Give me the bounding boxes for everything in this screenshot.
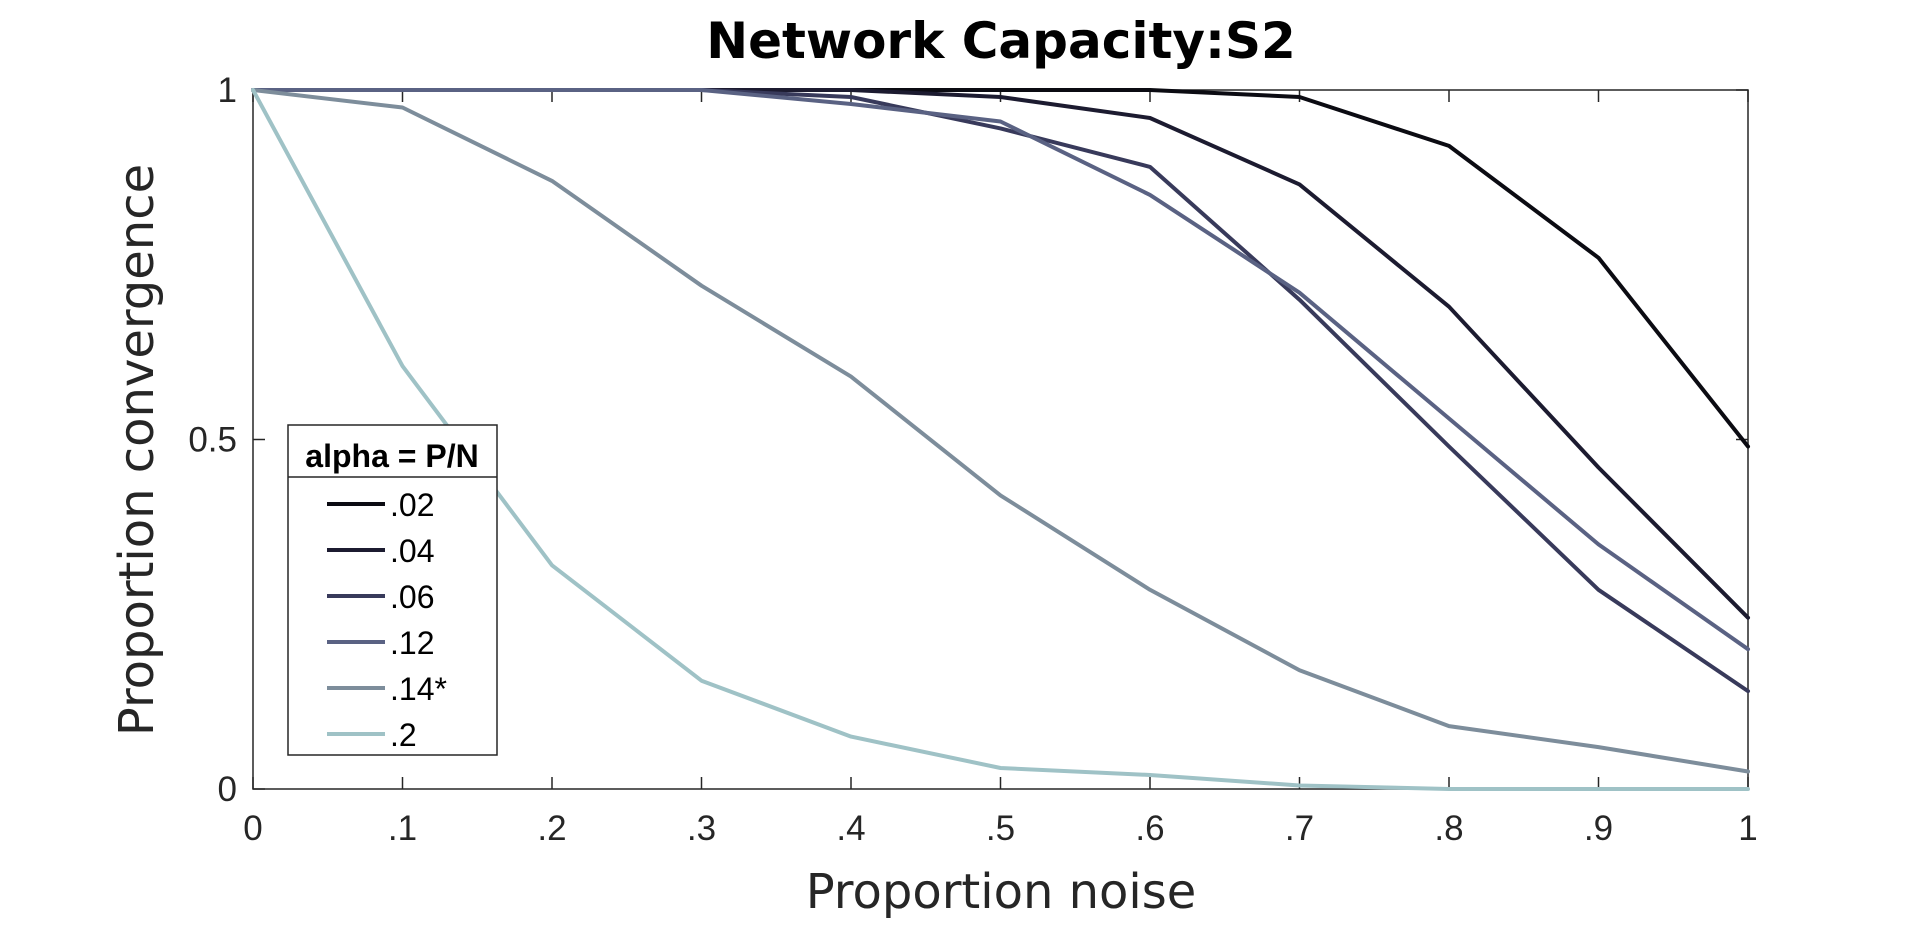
legend-title: alpha = P/N	[305, 438, 478, 474]
y-axis-label: Proportion convergence	[109, 164, 165, 736]
legend-label: .12	[390, 625, 434, 661]
x-tick-label: .2	[537, 809, 566, 848]
y-tick-label: 0	[218, 770, 237, 809]
x-tick-label: .6	[1135, 809, 1164, 848]
series-line-5	[251, 88, 1750, 791]
y-tick-label: 0.5	[188, 421, 237, 460]
legend-box	[287, 424, 498, 756]
x-tick-label: .1	[388, 809, 417, 848]
x-tick-label: .8	[1434, 809, 1463, 848]
x-tick-label: .9	[1584, 809, 1613, 848]
y-tick-label: 1	[218, 71, 237, 110]
x-tick-label: .4	[836, 809, 865, 848]
legend-label: .14*	[390, 671, 447, 707]
legend-label: .02	[390, 487, 434, 523]
legend: alpha = P/N .02 .04 .06 .12 .14* .2	[287, 424, 498, 756]
x-tick-label: 0	[243, 809, 262, 848]
legend-label: .06	[390, 579, 434, 615]
x-tick-label: .5	[986, 809, 1015, 848]
x-tick-label: 1	[1738, 809, 1757, 848]
x-tick-label: .3	[687, 809, 716, 848]
series-line-3	[251, 88, 1750, 652]
legend-entries: .02 .04 .06 .12 .14* .2	[327, 487, 447, 753]
series-line-4	[251, 88, 1750, 774]
legend-label: .04	[390, 533, 434, 569]
x-axis-label: Proportion noise	[806, 864, 1197, 920]
chart-title: Network Capacity:S2	[706, 12, 1296, 70]
legend-label: .2	[390, 717, 417, 753]
x-tick-label: .7	[1285, 809, 1314, 848]
plot-area: 0 .1 .2 .3 .4 .5 .6 .7 .8 .9 1 0 0.5 1	[188, 71, 1757, 848]
